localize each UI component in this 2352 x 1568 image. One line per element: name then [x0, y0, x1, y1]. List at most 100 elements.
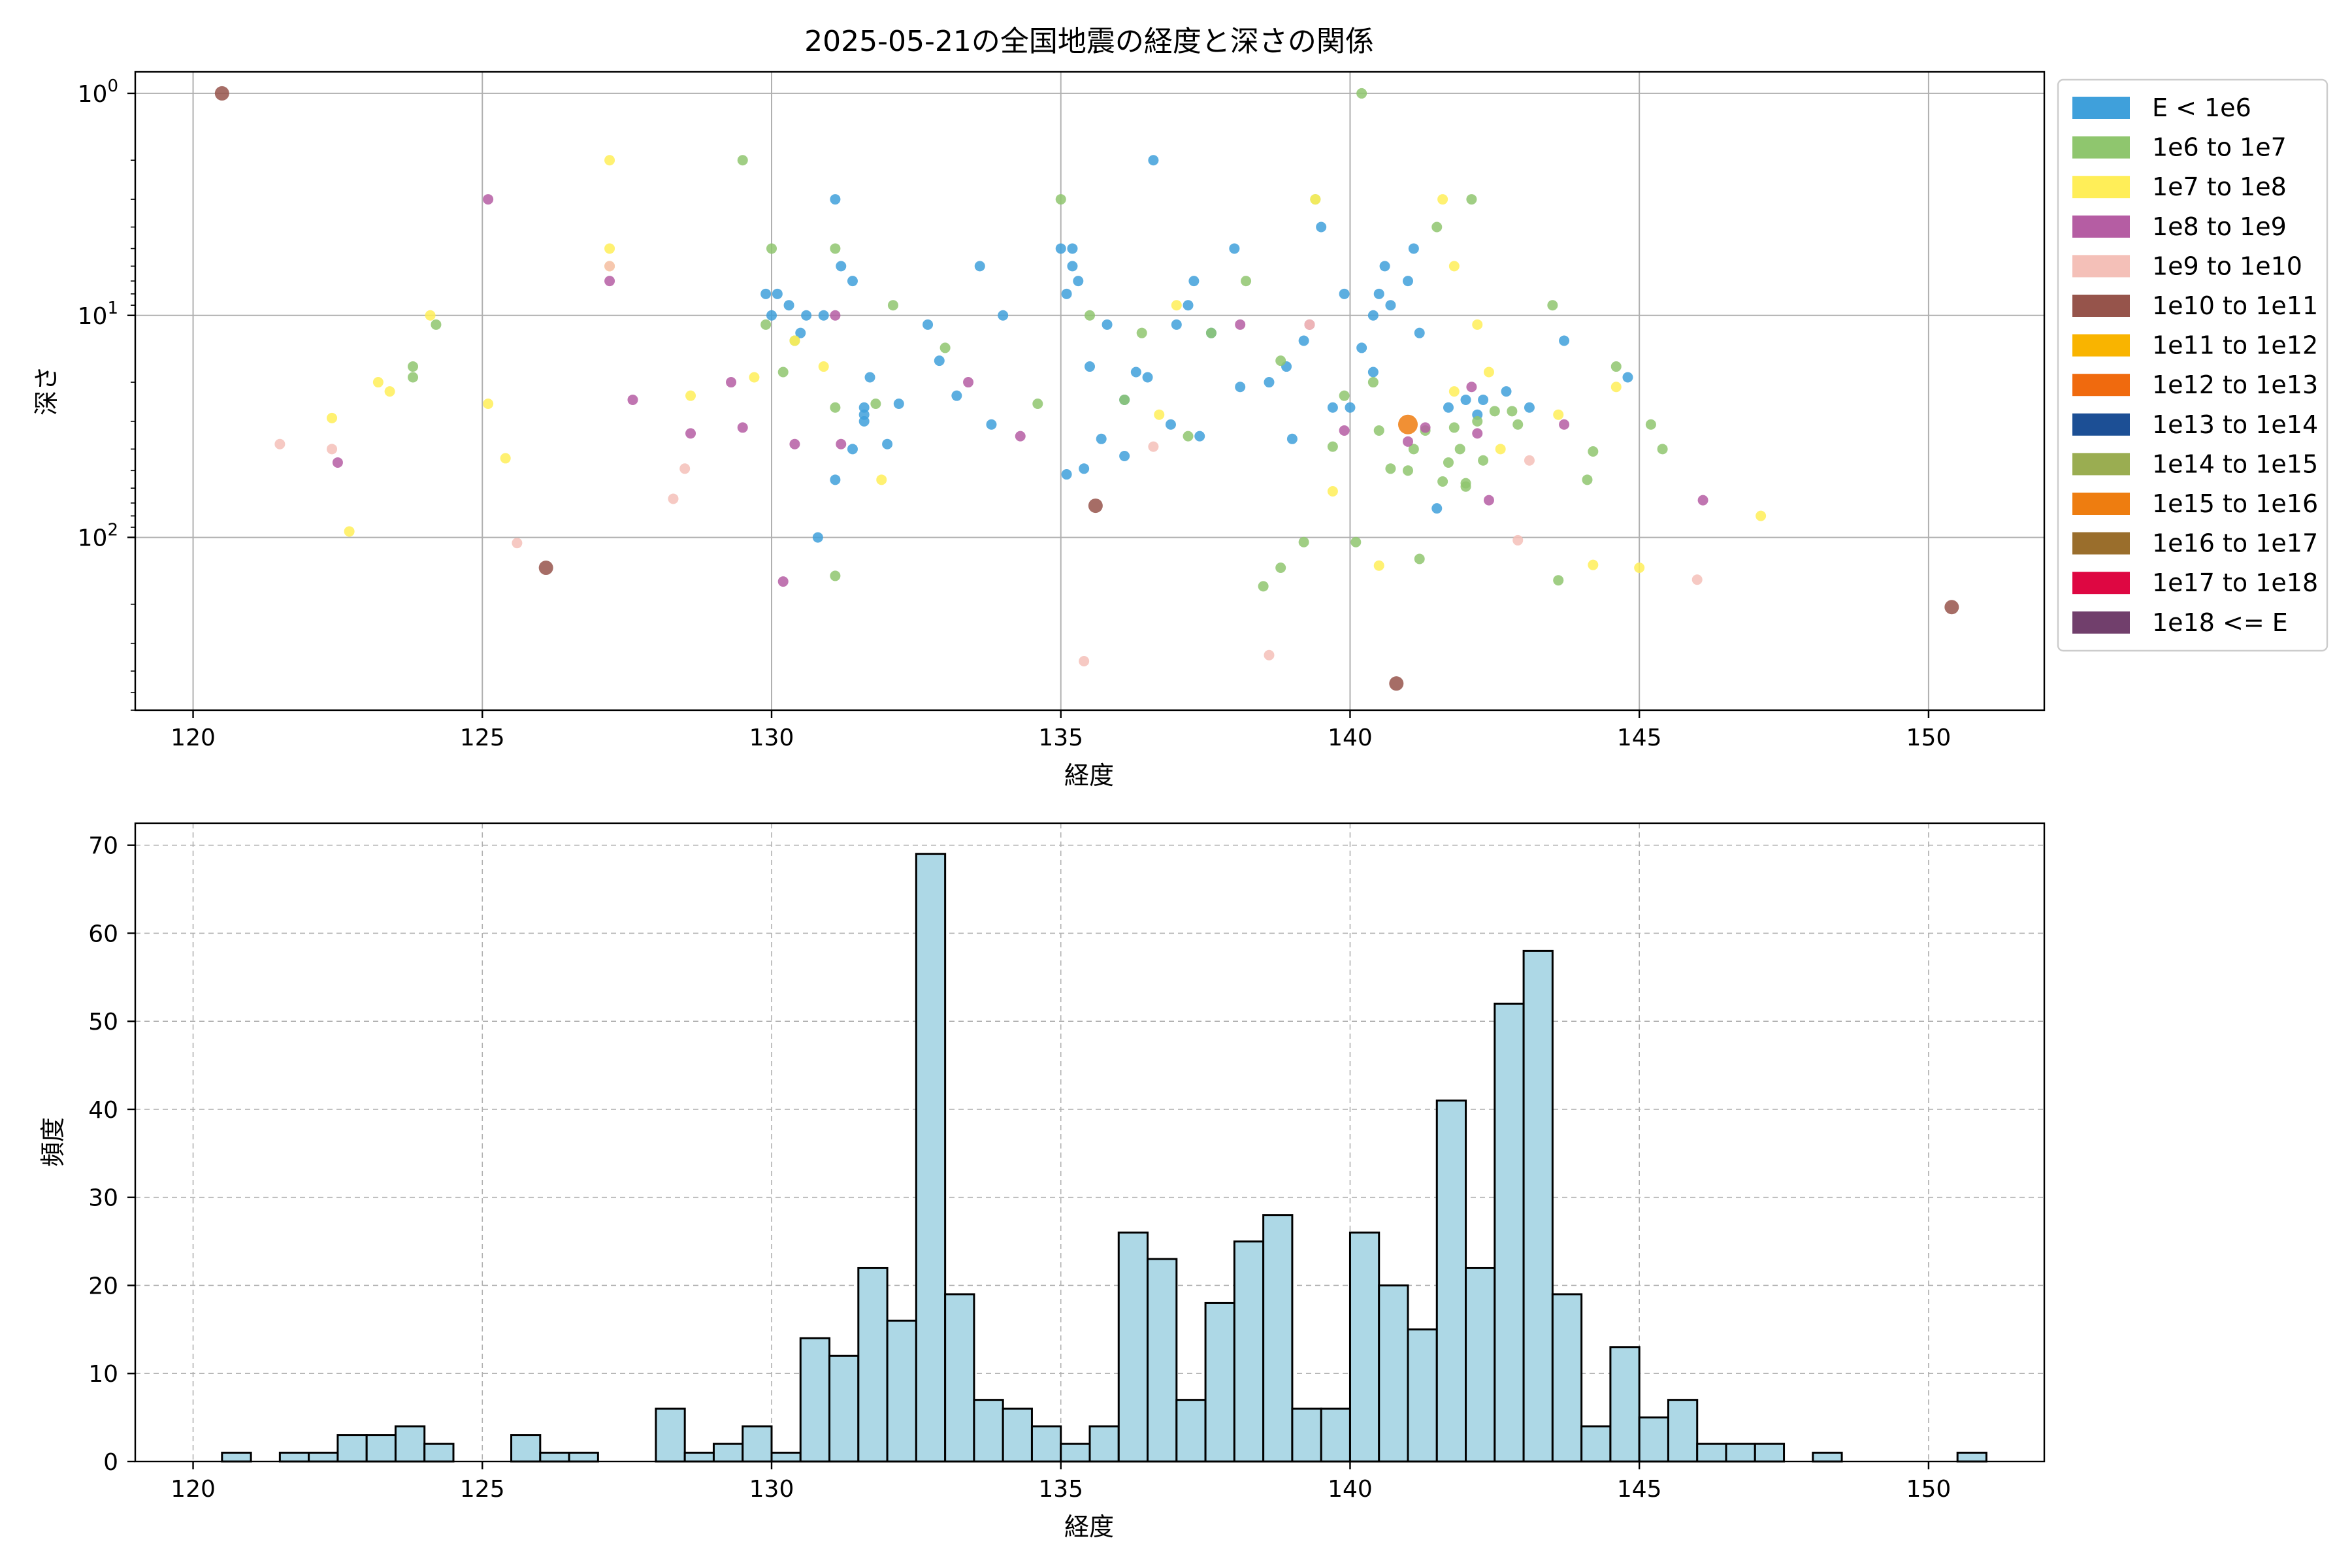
scatter-point: [818, 310, 829, 321]
histogram-bar: [1407, 1328, 1438, 1463]
scatter-point: [1448, 422, 1460, 433]
histogram-bar: [1667, 1399, 1699, 1463]
scatter-point: [1298, 536, 1309, 547]
scatter-point: [1466, 382, 1477, 393]
scatter-point: [1645, 419, 1656, 430]
scatter-point: [1339, 425, 1350, 436]
legend-label: E < 1e6: [2152, 93, 2251, 122]
scatter-x-label: 経度: [1064, 761, 1114, 790]
histogram-x-tick-label: 125: [460, 1476, 505, 1503]
histogram-x-tick-label: 135: [1038, 1476, 1083, 1503]
legend-label: 1e11 to 1e12: [2152, 331, 2318, 360]
scatter-point: [1327, 441, 1338, 452]
scatter-point: [1460, 394, 1471, 405]
scatter-point: [934, 355, 945, 367]
scatter-point: [1478, 394, 1489, 405]
scatter-point: [384, 386, 395, 397]
scatter-point: [1067, 243, 1078, 254]
histogram-bar: [1088, 1425, 1120, 1463]
histogram-bar: [770, 1452, 802, 1463]
scatter-point: [1443, 457, 1454, 468]
histogram-bar: [973, 1399, 1004, 1463]
histogram-bar: [944, 1293, 975, 1463]
scatter-point: [214, 86, 229, 101]
histogram-bar: [1754, 1443, 1786, 1463]
scatter-point: [1183, 431, 1194, 442]
scatter-point: [836, 438, 847, 449]
scatter-point: [772, 288, 783, 299]
scatter-point: [1235, 382, 1246, 393]
scatter-point: [1478, 455, 1489, 466]
legend-label: 1e13 to 1e14: [2152, 410, 2318, 439]
scatter-point: [818, 361, 829, 372]
scatter-point: [425, 310, 436, 321]
scatter-point: [1367, 377, 1379, 388]
scatter-point: [1373, 288, 1384, 299]
histogram-bar: [1551, 1293, 1583, 1463]
scatter-point: [1408, 243, 1419, 254]
scatter-point: [1443, 402, 1454, 413]
histogram-y-tick-label: 40: [88, 1097, 118, 1124]
histogram-bar: [1956, 1452, 1987, 1463]
histogram-bar: [1725, 1443, 1756, 1463]
legend-swatch: [2072, 453, 2130, 476]
histogram-y-tick-label: 60: [88, 921, 118, 947]
scatter-point: [1015, 431, 1026, 442]
scatter-x-tick-label: 120: [171, 725, 216, 751]
scatter-point: [801, 310, 812, 321]
histogram-y-axis: 0 10 20 30 40 50 60 70: [88, 833, 135, 1476]
scatter-point: [1448, 386, 1460, 397]
histogram-bar: [742, 1425, 773, 1463]
scatter-point: [1264, 377, 1275, 388]
histogram-y-tick-label: 0: [103, 1449, 118, 1476]
histogram-bar: [365, 1434, 397, 1463]
scatter-point: [830, 194, 841, 205]
scatter-point: [274, 438, 286, 449]
scatter-point: [830, 310, 841, 321]
scatter-point: [1588, 559, 1599, 570]
scatter-point: [858, 402, 870, 413]
histogram-bar: [1435, 1099, 1467, 1463]
legend-label: 1e7 to 1e8: [2152, 172, 2287, 201]
scatter-point: [1350, 536, 1362, 547]
scatter-point: [893, 398, 904, 409]
scatter-point: [1275, 563, 1286, 574]
histogram-bar: [221, 1452, 252, 1463]
histogram-bar: [1233, 1240, 1265, 1463]
scatter-point: [1414, 553, 1425, 564]
legend: E < 1e6 1e6 to 1e7 1e7 to 1e8 1e8 to 1e9 1e9…: [2057, 78, 2328, 652]
scatter-point: [789, 438, 800, 449]
scatter-y-tick-label: 100: [78, 76, 118, 108]
scatter-point: [1379, 261, 1390, 272]
scatter-point: [836, 261, 847, 272]
scatter-point: [512, 538, 523, 549]
legend-label: 1e18 <= E: [2152, 608, 2288, 637]
scatter-point: [1171, 300, 1182, 311]
scatter-point: [1286, 433, 1298, 444]
scatter-point: [1258, 581, 1269, 592]
scatter-point: [864, 372, 875, 383]
scatter-point: [1055, 194, 1066, 205]
scatter-point: [1385, 463, 1396, 474]
histogram-x-tick-label: 150: [1906, 1476, 1952, 1503]
scatter-point: [876, 474, 887, 485]
scatter-point: [777, 576, 789, 587]
histogram-bar: [308, 1452, 339, 1463]
scatter-point: [882, 438, 893, 449]
scatter-point: [1188, 276, 1200, 287]
scatter-point: [500, 453, 511, 464]
scatter-point: [1512, 534, 1524, 546]
scatter-point: [986, 419, 997, 430]
scatter-point: [483, 398, 494, 409]
scatter-point: [1148, 155, 1159, 166]
scatter-point: [1142, 372, 1153, 383]
scatter-point: [1944, 600, 1959, 615]
histogram-x-tick-label: 140: [1328, 1476, 1373, 1503]
histogram-y-label: 頻度: [39, 1117, 67, 1167]
scatter-point: [1183, 300, 1194, 311]
scatter-x-tick-label: 150: [1906, 725, 1952, 751]
legend-swatch: [2072, 334, 2130, 357]
legend-swatch: [2072, 493, 2130, 515]
